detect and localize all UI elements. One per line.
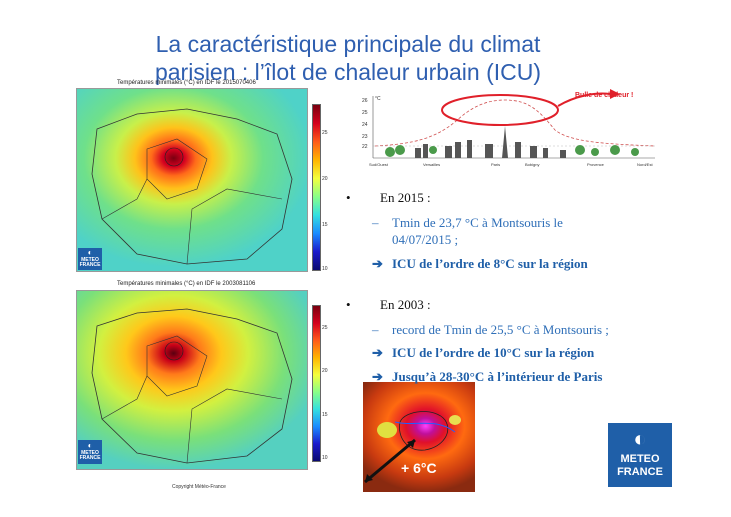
title-line-1: La caractéristique principale du climat — [155, 31, 541, 57]
paris-inset-map: + 6°C — [345, 382, 475, 492]
profile-x-label: Bobigny — [525, 162, 540, 167]
profile-x-label: Nord/Est — [637, 162, 653, 167]
bullet-2015-tmin-line1: Tmin de 23,7 °C à Montsouris le — [392, 215, 563, 230]
arrow-icon: ➔ — [372, 256, 383, 271]
heat-island-profile: Bulle de chaleur ! °C 26 25 24 23 22 Sud… — [355, 86, 675, 178]
map-2015-tick: 15 — [322, 222, 328, 228]
bullet-2003-icu: ICU de l’ordre de 10°C sur la région — [392, 345, 595, 360]
map-2003-tick: 25 — [322, 325, 328, 331]
map-2003-tick: 10 — [322, 455, 328, 461]
meteo-france-logo-small: ◐ METEO FRANCE — [78, 440, 102, 464]
map-2015-colorbar — [312, 104, 321, 271]
map-2015-label: Températures minimales (°C) en IDF le 20… — [117, 80, 256, 86]
arrow-icon: ➔ — [372, 369, 383, 384]
logo-line-1: METEO — [81, 450, 99, 456]
map-2015-tick: 25 — [322, 130, 328, 136]
logo-large-line-2: FRANCE — [617, 466, 663, 478]
meteo-france-logo-large: ◐ METEO FRANCE — [608, 423, 672, 487]
map-2015-tick: 20 — [322, 176, 328, 182]
slide-title: La caractéristique principale du climat … — [118, 30, 578, 86]
paris-inset-image — [345, 382, 475, 492]
profile-x-label: Versailles — [423, 162, 441, 167]
copyright: Copyright Météo-France — [172, 484, 226, 490]
profile-y-tick: 22 — [362, 144, 368, 150]
heat-bubble-label: Bulle de chaleur ! — [575, 92, 634, 99]
profile-diagram — [372, 89, 656, 159]
logo-large-icon: ◐ — [633, 426, 647, 451]
title-line-2: parisien : l’îlot de chaleur urbain (ICU… — [154, 59, 542, 85]
logo-icon: ◐ — [87, 441, 93, 450]
bullet-2015: En 2015 : — [380, 190, 431, 205]
logo-line-2: FRANCE — [79, 262, 101, 268]
map-2015 — [76, 88, 308, 272]
map-2003-tick: 15 — [322, 412, 328, 418]
profile-x-label: Sud/Ouest — [369, 162, 388, 167]
profile-y-tick: 23 — [362, 134, 368, 140]
bullet-2003-paris: Jusqu’à 28-30°C à l’intérieur de Paris — [392, 369, 603, 384]
dash: – — [372, 322, 379, 337]
logo-line-2: FRANCE — [79, 455, 101, 461]
profile-y-unit: °C — [375, 96, 381, 102]
bullet-dot: • — [346, 297, 351, 312]
bullet-2015-tmin-line2: 04/07/2015 ; — [392, 232, 459, 247]
map-2015-image — [77, 89, 307, 271]
logo-line-1: METEO — [81, 257, 99, 263]
profile-y-tick: 25 — [362, 110, 368, 116]
bullet-2015-icu: ICU de l’ordre de 8°C sur la région — [392, 256, 588, 271]
profile-y-tick: 24 — [362, 122, 368, 128]
map-2003-label: Températures minimales (°C) en IDF le 20… — [117, 281, 256, 287]
map-2003-colorbar — [312, 305, 321, 462]
inset-delta-label: + 6°C — [401, 460, 437, 476]
logo-large-line-1: METEO — [620, 453, 660, 465]
dash: – — [372, 215, 379, 230]
bullet-2003-record: record de Tmin de 25,5 °C à Montsouris ; — [392, 322, 609, 337]
bullet-dot: • — [346, 190, 351, 205]
map-2015-tick: 10 — [322, 266, 328, 272]
profile-x-label: Paris — [491, 162, 501, 167]
map-2003-tick: 20 — [322, 368, 328, 374]
map-2003 — [76, 290, 308, 470]
bullet-2003: En 2003 : — [380, 297, 431, 312]
profile-x-label: Provence — [587, 162, 604, 167]
logo-icon: ◐ — [87, 248, 93, 257]
arrow-icon: ➔ — [372, 345, 383, 360]
map-2003-image — [77, 291, 307, 469]
meteo-france-logo-small: ◐ METEO FRANCE — [78, 248, 102, 270]
profile-y-tick: 26 — [362, 98, 368, 104]
